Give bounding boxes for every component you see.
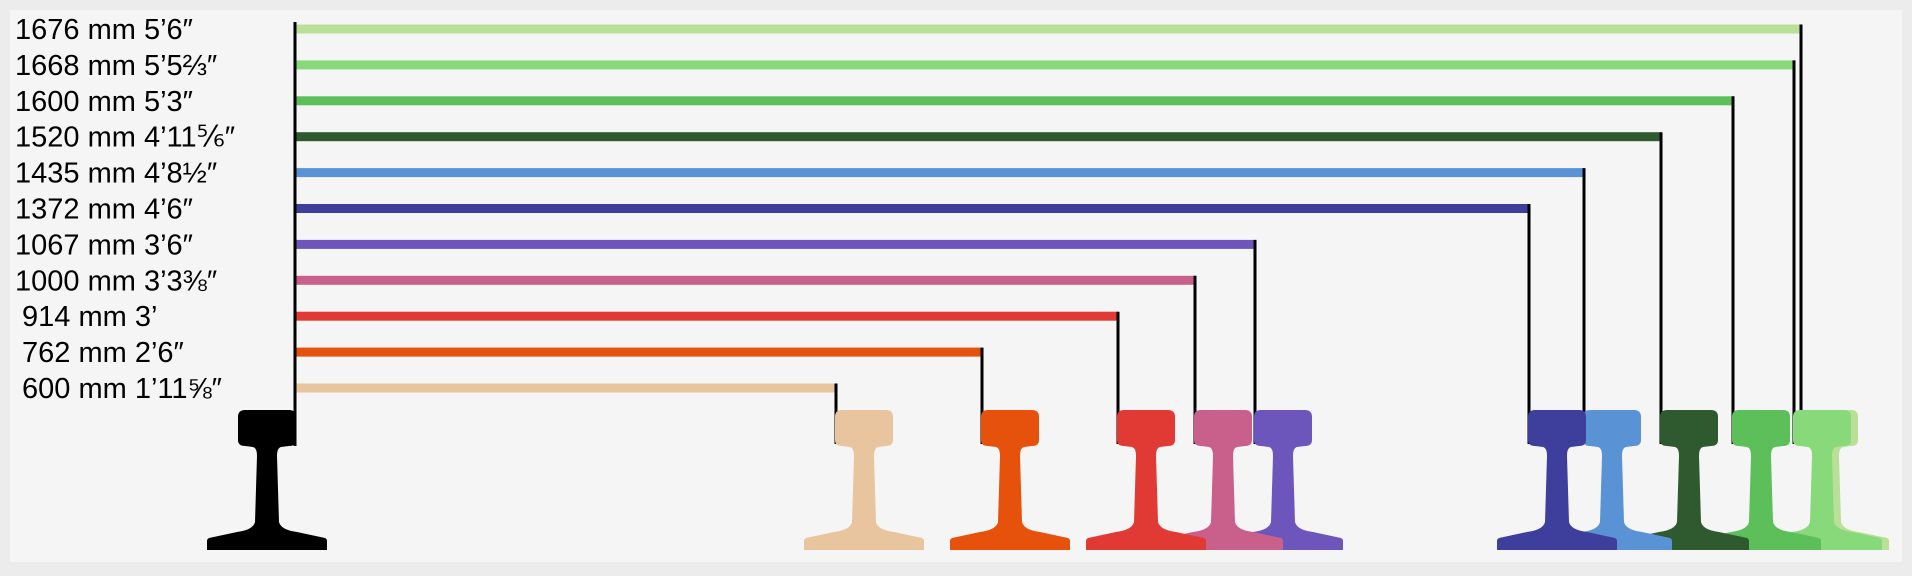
gauge-label: 1668 mm 5’5⅔″ — [15, 50, 217, 82]
gauge-label: 1676 mm 5’6″ — [15, 14, 193, 46]
gauge-labels: 1676 mm 5’6″ 1668 mm 5’5⅔″ 1600 mm 5’3″ 152… — [15, 14, 235, 405]
gauge-bar — [295, 24, 1801, 34]
gauge-label: 1372 mm 4’6″ — [15, 194, 193, 226]
rail-profile — [1086, 410, 1206, 550]
gauge-bar — [295, 275, 1195, 285]
gauge-bar — [295, 239, 1255, 249]
reference-rail-profile — [207, 410, 327, 550]
gauge-label: 1435 mm 4’8½″ — [15, 158, 217, 190]
rail-profile — [1223, 410, 1343, 550]
gauge-bar — [295, 347, 982, 357]
gauge-label: 1000 mm 3’3⅜″ — [15, 265, 217, 297]
gauge-label: 1600 mm 5’3″ — [15, 86, 193, 118]
rail-profiles — [207, 410, 1889, 550]
rail-profile — [1701, 410, 1821, 550]
gauge-bar — [295, 311, 1118, 321]
rail-profile — [1163, 410, 1283, 550]
gauge-connectors — [293, 22, 1803, 446]
gauge-bar — [295, 168, 1584, 178]
gauge-bar — [295, 60, 1794, 70]
gauge-label: 914 mm 3’ — [22, 301, 157, 333]
rail-profile — [1552, 410, 1672, 550]
rail-profile — [950, 410, 1070, 550]
gauge-label: 1067 mm 3’6″ — [15, 229, 193, 261]
gauge-bar — [295, 383, 836, 393]
rail-profile — [1762, 410, 1882, 550]
gauge-label: 762 mm 2’6″ — [22, 337, 184, 369]
gauge-bar — [295, 96, 1733, 106]
rail-profile — [1629, 410, 1749, 550]
rail-profile — [804, 410, 924, 550]
gauge-label: 600 mm 1’11⅝″ — [22, 373, 222, 405]
rail-profile — [1497, 410, 1617, 550]
gauge-bar — [295, 132, 1661, 142]
gauge-bar — [295, 204, 1529, 213]
gauge-bars — [295, 24, 1801, 393]
gauge-label: 1520 mm 4’11⅚″ — [15, 122, 235, 154]
